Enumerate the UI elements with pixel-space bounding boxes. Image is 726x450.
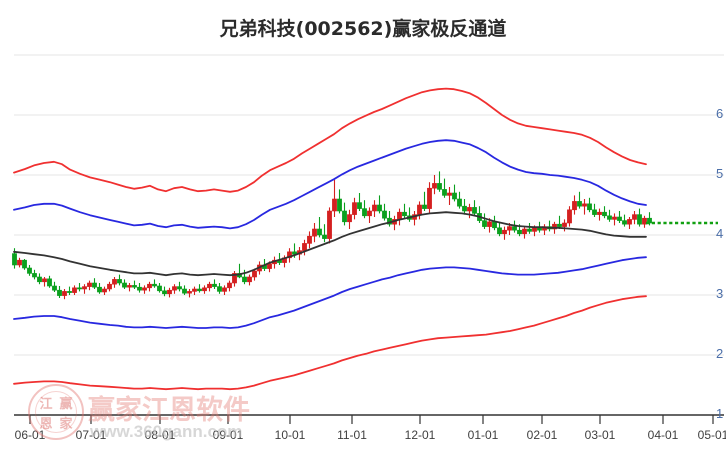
- x-tick-label: 12-01: [404, 428, 436, 442]
- x-tick-label: 10-01: [274, 428, 306, 442]
- x-tick-label: 06-01: [14, 428, 46, 442]
- axes: [14, 414, 724, 424]
- y-tick-label: 2: [716, 346, 724, 361]
- channel-bands: [13, 87, 647, 391]
- y-tick-label: 4: [716, 226, 724, 241]
- x-tick-label: 08-01: [144, 428, 176, 442]
- page-title: 兄弟科技(002562)赢家极反通道: [219, 18, 507, 40]
- x-tick-label: 03-01: [584, 428, 616, 442]
- x-tick-label: 01-01: [467, 428, 499, 442]
- x-tick-label: 02-01: [526, 428, 558, 442]
- y-tick-label: 1: [716, 406, 724, 421]
- x-tick-label: 09-01: [212, 428, 244, 442]
- x-tick-label: 05-01: [697, 428, 726, 442]
- y-tick-label: 3: [716, 286, 724, 301]
- y-tick-label: 5: [716, 166, 724, 181]
- x-tick-label: 07-01: [75, 428, 107, 442]
- x-tick-label: 04-01: [647, 428, 679, 442]
- x-tick-label: 11-01: [337, 428, 367, 442]
- y-tick-label: 6: [716, 106, 724, 121]
